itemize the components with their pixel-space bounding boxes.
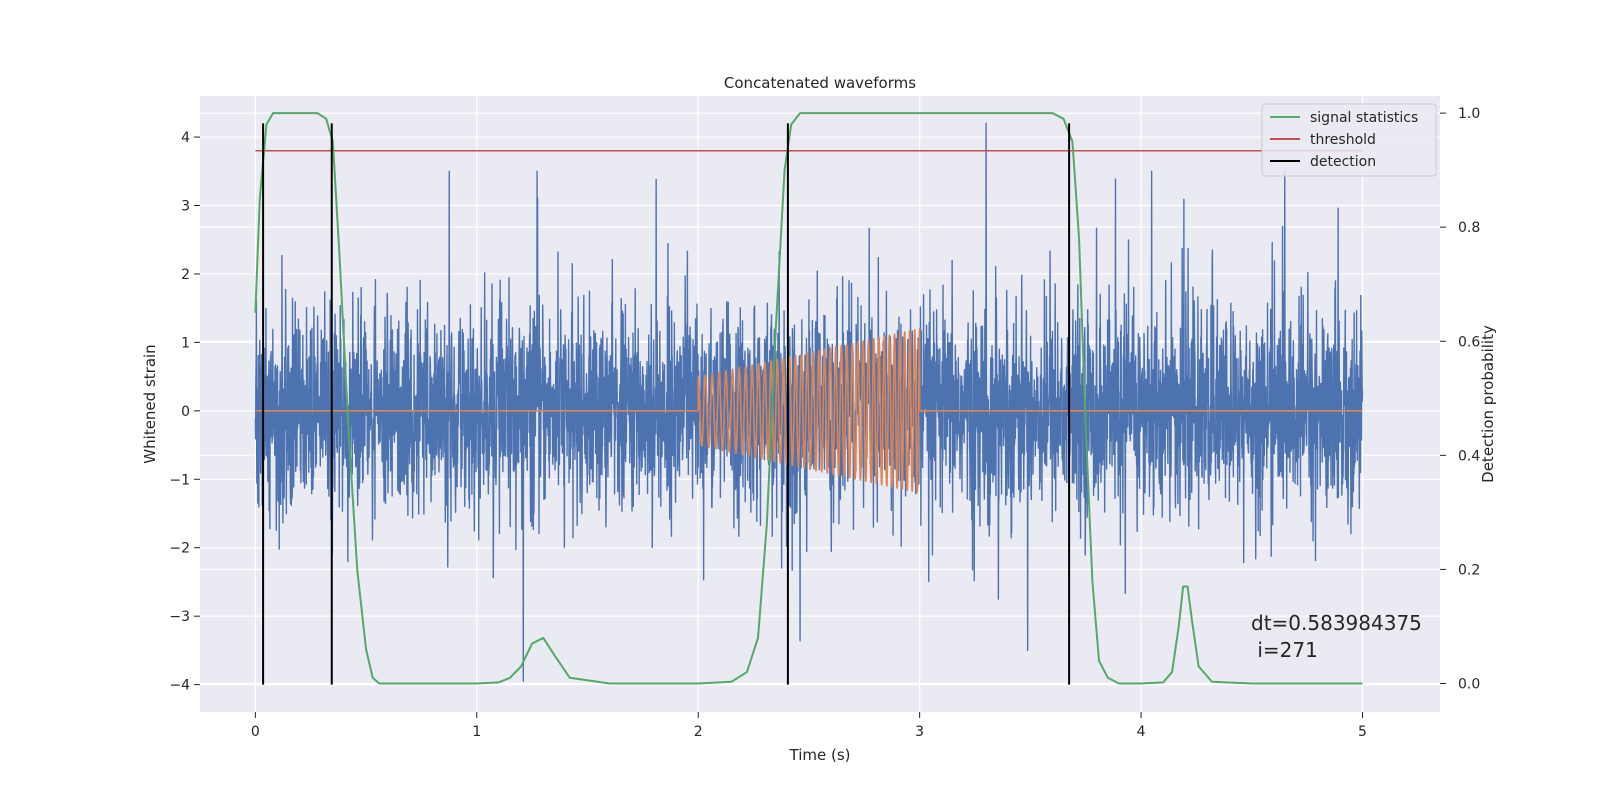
axis-ticks: 0 1 2 3 4 5 −4 −3 −2 −1 0 1 2 3 4 0.0 0.2 0.4 0.6 0.8 1.0 bbox=[169, 106, 1480, 740]
y-tick-label: −1 bbox=[169, 472, 190, 488]
x-tick-label: 1 bbox=[472, 724, 481, 740]
x-tick-label: 4 bbox=[1137, 724, 1146, 740]
y2-axis-label: Detection probability bbox=[1479, 325, 1497, 483]
chart-title: Concatenated waveforms bbox=[724, 74, 916, 92]
legend: signal statistics threshold detection bbox=[1261, 103, 1437, 177]
y-tick-label: 0 bbox=[181, 404, 190, 420]
strain-series bbox=[254, 122, 1364, 682]
legend-entry-threshold: threshold bbox=[1310, 132, 1376, 148]
y-tick-label: −3 bbox=[169, 609, 190, 625]
annotation-i: i=271 bbox=[1251, 638, 1318, 662]
x-axis-label: Time (s) bbox=[789, 746, 851, 764]
y-tick-label: 1 bbox=[181, 335, 190, 351]
y2-tick-label: 1.0 bbox=[1458, 106, 1480, 122]
statistic-series bbox=[254, 112, 1363, 685]
y-tick-label: 3 bbox=[181, 199, 190, 215]
legend-box bbox=[1261, 103, 1437, 177]
y2-tick-label: 0.2 bbox=[1458, 562, 1480, 578]
detection-series bbox=[262, 123, 1071, 685]
y-tick-label: −4 bbox=[169, 678, 190, 694]
legend-entry-signal-statistics: signal statistics bbox=[1310, 110, 1418, 126]
legend-entry-detection: detection bbox=[1310, 154, 1376, 170]
y2-tick-label: 0.4 bbox=[1458, 448, 1480, 464]
x-tick-label: 0 bbox=[251, 724, 260, 740]
y2-tick-label: 0.0 bbox=[1458, 676, 1480, 692]
annotation: dt=0.583984375 i=271 bbox=[1251, 611, 1422, 662]
annotation-dt: dt=0.583984375 bbox=[1251, 611, 1422, 635]
x-tick-label: 3 bbox=[915, 724, 924, 740]
injection-line bbox=[255, 327, 1363, 494]
signal-statistics-line bbox=[254, 112, 1363, 685]
x-tick-label: 5 bbox=[1358, 724, 1367, 740]
y-tick-label: 4 bbox=[181, 130, 190, 146]
x-tick-label: 2 bbox=[694, 724, 703, 740]
injection-series bbox=[255, 327, 1363, 494]
y-tick-label: −2 bbox=[169, 541, 190, 557]
y2-tick-label: 0.6 bbox=[1458, 334, 1480, 350]
y-tick-label: 2 bbox=[181, 267, 190, 283]
strain-line bbox=[254, 122, 1364, 682]
y2-tick-label: 0.8 bbox=[1458, 220, 1480, 236]
y-axis-label: Whitened strain bbox=[141, 344, 159, 463]
